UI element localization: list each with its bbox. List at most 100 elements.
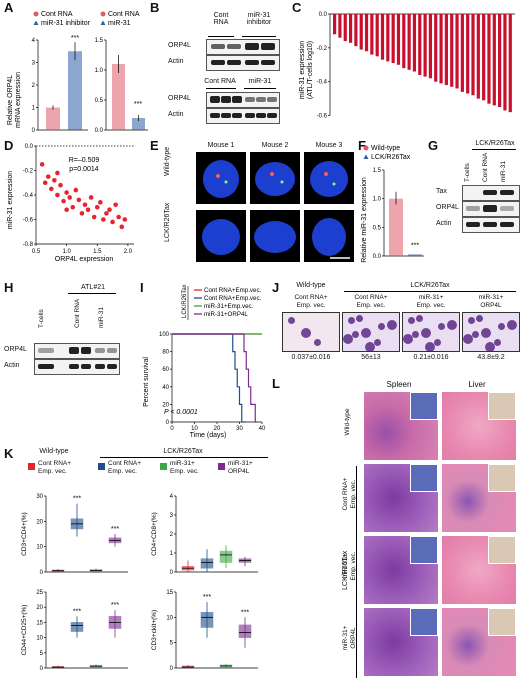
k2-sig-0: *** <box>73 608 81 615</box>
j-col-label-1: Cont RNA+ Emp. vec. <box>354 294 388 309</box>
a-legend2-marker-1 <box>100 20 106 25</box>
d-point-6 <box>58 182 63 188</box>
c-bar-9 <box>380 14 385 60</box>
h-row-orp4l: ORP4L <box>4 346 27 353</box>
i-legend-label-0: Cont RNA+Emp.vec. <box>204 287 262 294</box>
b-blot-orp4l-2 <box>206 92 280 108</box>
e-col-2: Mouse 2 <box>261 142 289 149</box>
a2-tick-label: 0.0 <box>95 128 104 134</box>
c-bar-6 <box>364 14 369 52</box>
h-col-3: miR-31 <box>98 307 105 328</box>
j-group-tax: LCK/R26Tax <box>410 282 450 289</box>
b-header-inh: miR-31 inhibitor <box>246 12 272 26</box>
d-point-4 <box>52 178 57 183</box>
i-legend-label-1: Cont RNA+Emp.vec. <box>204 295 262 302</box>
d-tick-label: -0.8 <box>23 242 34 248</box>
a-legend2-label-0: Cont RNA <box>108 11 140 18</box>
l-col-spleen: Spleen <box>386 380 412 389</box>
g-row-orp4l: ORP4L <box>436 204 459 211</box>
a2-tick-label: 1.0 <box>95 68 104 74</box>
k1-tick-label: 3 <box>170 513 174 519</box>
d-xtick-label: 0.5 <box>32 249 41 255</box>
g-col-3: miR-31 <box>500 161 507 182</box>
l-image-liver-1 <box>442 464 516 532</box>
panel-label-c: C <box>292 0 302 15</box>
d-point-27 <box>122 217 128 222</box>
i-xtick-label: 30 <box>236 426 243 432</box>
i-tick-label: 60 <box>162 367 169 373</box>
k2-sig-1: *** <box>111 602 119 609</box>
d-tick-label: -0.2 <box>23 169 34 175</box>
j-smear-0 <box>282 312 340 352</box>
c-bar-2 <box>343 14 347 42</box>
d-point-18 <box>94 204 100 210</box>
i-tick-label: 40 <box>162 385 169 391</box>
f-legend-label-1: LCK/R26Tax <box>371 154 411 161</box>
d-point-23 <box>110 219 115 225</box>
k2-tick-label: 25 <box>36 590 43 596</box>
k-legend-swatch-3 <box>218 463 225 470</box>
c-bar-29 <box>487 14 491 104</box>
f-legend-label-0: Wild-type <box>371 145 400 152</box>
d-tick-label: -0.4 <box>23 193 34 199</box>
k0-tick-label: 20 <box>36 519 43 525</box>
k-group-wt: Wild-type <box>39 448 69 455</box>
d-point-16 <box>88 195 94 200</box>
j-smear-2 <box>402 312 460 352</box>
panel-k-legend: Wild-type LCK/R26Tax Cont RNA+ Emp. vec.… <box>14 448 270 488</box>
l-group-tax: LCK/R26Tax <box>342 550 349 590</box>
a-legend1-label-0: Cont RNA <box>41 11 73 18</box>
k1-tick-label: 4 <box>170 494 174 500</box>
k0-sig-1: *** <box>111 526 119 533</box>
k3-sig-0: *** <box>203 594 211 601</box>
e-col-3: Mouse 3 <box>315 142 343 149</box>
h-col-2: Cont RNA <box>74 298 81 328</box>
c-bar-23 <box>455 14 459 89</box>
a2-sig: *** <box>134 101 142 108</box>
panel-label-b: B <box>150 0 160 15</box>
i-pval: P < 0.0001 <box>164 409 198 416</box>
d-point-5 <box>55 192 60 198</box>
panel-b-blots: Cont RNA miR-31 inhibitor ORP4L Actin Co… <box>168 12 280 140</box>
i-xlabel: Time (days) <box>190 432 227 439</box>
k1-box-2 <box>219 550 233 563</box>
c-bar-1 <box>338 14 342 38</box>
c-bar-17 <box>423 14 427 77</box>
k-legend-swatch-1 <box>98 463 105 470</box>
j-col-label-3: miR-31+ ORP4L <box>478 294 504 309</box>
g-row-tax: Tax <box>436 188 447 195</box>
f-tick-label: 1.5 <box>373 168 382 174</box>
c-bar-8 <box>375 14 379 57</box>
c-bar-4 <box>354 14 358 47</box>
i-tick-label: 20 <box>162 402 169 408</box>
k-plot-0: 0 10 20 30 CD3+CD4+(%) *** *** <box>21 494 128 576</box>
i-ylabel: Percent survival <box>143 357 150 407</box>
panel-label-l: L <box>272 376 280 391</box>
d-point-7 <box>61 198 66 204</box>
i-tick-label: 100 <box>159 332 170 338</box>
h-row-actin: Actin <box>4 362 20 369</box>
c-tick-label: -0.6 <box>317 114 328 120</box>
l-inset-spleen-0 <box>410 392 438 420</box>
a1-sig: *** <box>71 35 79 42</box>
panel-label-a: A <box>4 0 14 15</box>
i-legend-label-2: miR-31+Emp.vec. <box>204 303 254 310</box>
k2-tick-label: 10 <box>36 636 43 642</box>
l-image-spleen-0 <box>364 392 438 460</box>
panel-label-i: I <box>140 280 144 295</box>
e-col-1: Mouse 1 <box>207 142 235 149</box>
k2-tick-label: 0 <box>40 666 44 672</box>
i-xtick-label: 10 <box>191 426 198 432</box>
b-row-actin-1: Actin <box>168 58 184 65</box>
l-image-spleen-1 <box>364 464 438 532</box>
c-bar-15 <box>412 14 417 72</box>
k-plot-3: 0 5 10 15 CD3+ckit+(%) *** *** <box>151 590 258 672</box>
k3-ylabel: CD3+ckit+(%) <box>151 610 158 650</box>
a-legend1-marker-1 <box>33 20 39 25</box>
h-blot-actin <box>34 359 120 375</box>
a1-tick-label: 3 <box>32 61 36 67</box>
a-legend2-label-1: miR-31 <box>108 20 131 27</box>
d-point-15 <box>85 207 91 212</box>
i-xtick-label: 0 <box>170 426 174 432</box>
c-bar-25 <box>466 14 470 94</box>
